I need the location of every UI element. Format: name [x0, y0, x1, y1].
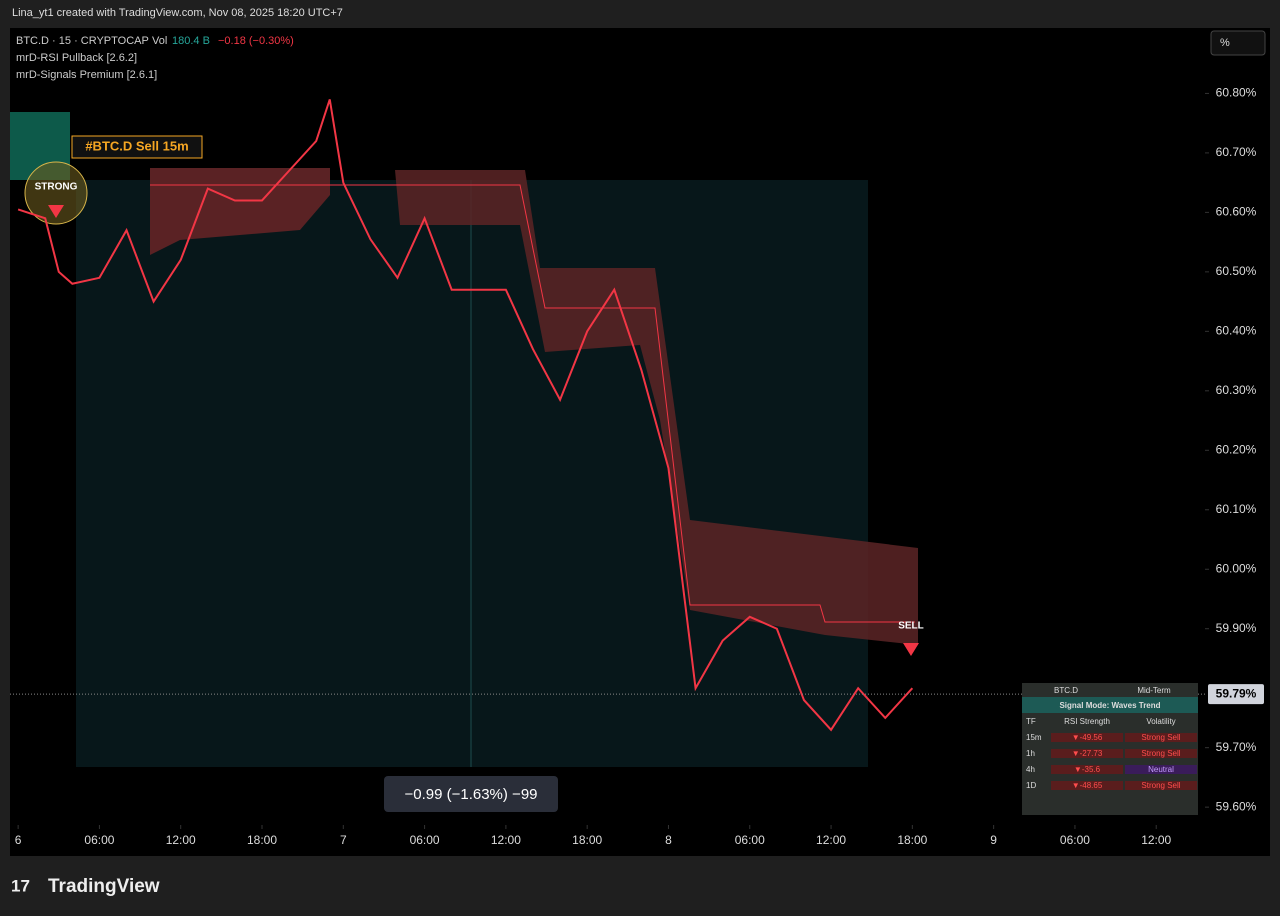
signal-tag-box: [71, 135, 203, 159]
cloud: [395, 170, 918, 645]
indicator: mrD-RSI Pullback [2.6.2]: [16, 52, 137, 64]
signal-table: BTC.D Mid-Term Signal Mode: Waves Trend T…: [1022, 683, 1198, 815]
table-tf: 1h: [1026, 748, 1035, 758]
table-row: 1D ▼-48.65 Strong Sell: [1022, 777, 1198, 793]
table-header: Volatility: [1146, 716, 1176, 726]
table-tf: 4h: [1026, 764, 1035, 774]
y-tick-label: 60.00%: [1216, 561, 1257, 575]
table-rsi: ▼-27.73: [1051, 748, 1123, 758]
y-tick-label: 59.60%: [1216, 799, 1257, 813]
table-row: 4h ▼-35.6 Neutral: [1022, 761, 1198, 777]
y-tick-label: 60.80%: [1216, 86, 1257, 100]
table-tf: 15m: [1026, 732, 1042, 742]
cloud: [150, 168, 330, 255]
table-header: TF: [1026, 716, 1036, 726]
scale-button-label[interactable]: %: [1220, 37, 1230, 49]
measure-label: −0.99 (−1.63%) −99: [404, 786, 537, 803]
y-tick-label: 60.30%: [1216, 383, 1257, 397]
x-tick-label: 12:00: [166, 833, 196, 847]
x-tick-label: 12:00: [1141, 833, 1171, 847]
cloud-line: [150, 184, 915, 623]
x-tick-label: 18:00: [897, 833, 927, 847]
x-tick-label: 12:00: [491, 833, 521, 847]
x-tick-label: 12:00: [816, 833, 846, 847]
y-tick-label: 59.90%: [1216, 621, 1257, 635]
table-volatility: Strong Sell: [1125, 748, 1197, 758]
x-tick-label: 8: [665, 833, 672, 847]
x-tick-label: 06:00: [1060, 833, 1090, 847]
legend-vol: Vol: [152, 35, 167, 47]
y-tick-label: 60.10%: [1216, 502, 1257, 516]
strong-badge: [24, 161, 88, 225]
y-tick-label: 59.70%: [1216, 740, 1257, 754]
sell-label: SELL: [898, 621, 924, 632]
legend-change: −0.18 (−0.30%): [218, 35, 294, 47]
table-rsi: ▼-49.56: [1051, 732, 1123, 742]
table-tf: 1D: [1026, 780, 1037, 790]
table-term: Mid-Term: [1137, 685, 1171, 695]
x-tick-label: 18:00: [247, 833, 277, 847]
brand: TradingView: [48, 876, 160, 897]
y-tick-label: 60.50%: [1216, 264, 1257, 278]
table-volatility: Strong Sell: [1125, 732, 1197, 742]
brand-logo: 17: [11, 876, 30, 895]
table-rsi: ▼-48.65: [1051, 780, 1123, 790]
last-price-box: [1208, 684, 1264, 705]
x-tick-label: 9: [990, 833, 997, 847]
x-tick-label: 06:00: [735, 833, 765, 847]
strong-label: STRONG: [35, 182, 78, 193]
x-tick-label: 18:00: [572, 833, 602, 847]
legend-symbol: BTC.D · 15 · CRYPTOCAP: [16, 35, 149, 47]
table-mode: Signal Mode: Waves Trend: [1059, 700, 1161, 710]
measure-box: [384, 776, 558, 812]
x-tick-label: 06:00: [84, 833, 114, 847]
table-rsi: ▼-35.6: [1051, 764, 1123, 774]
signal-tag: #BTC.D Sell 15m: [85, 138, 188, 153]
x-tick-label: 7: [340, 833, 347, 847]
measure-area: [76, 180, 868, 767]
x-tick-label: 06:00: [410, 833, 440, 847]
scale-button[interactable]: [1210, 30, 1266, 56]
y-tick-label: 60.40%: [1216, 324, 1257, 338]
last-price-label: 59.79%: [1216, 686, 1257, 700]
y-tick-label: 60.20%: [1216, 442, 1257, 456]
price-line: [17, 99, 914, 732]
table-symbol: BTC.D: [1054, 685, 1078, 695]
credit: Lina_yt1 created with TradingView.com, N…: [12, 7, 343, 19]
table-volatility: Strong Sell: [1125, 780, 1197, 790]
table-header: RSI Strength: [1064, 716, 1110, 726]
sell-arrow: [48, 205, 64, 218]
y-tick-label: 60.70%: [1216, 145, 1257, 159]
x-tick-label: 6: [15, 833, 22, 847]
y-tick-label: 60.60%: [1216, 205, 1257, 219]
table-row: 1h ▼-27.73 Strong Sell: [1022, 745, 1198, 761]
table-row: 15m ▼-49.56 Strong Sell: [1022, 729, 1198, 745]
sell-arrow: [903, 643, 919, 656]
legend-vol-value: 180.4 B: [172, 35, 210, 47]
indicator: mrD-Signals Premium [2.6.1]: [16, 69, 157, 81]
table-volatility: Neutral: [1125, 764, 1197, 774]
